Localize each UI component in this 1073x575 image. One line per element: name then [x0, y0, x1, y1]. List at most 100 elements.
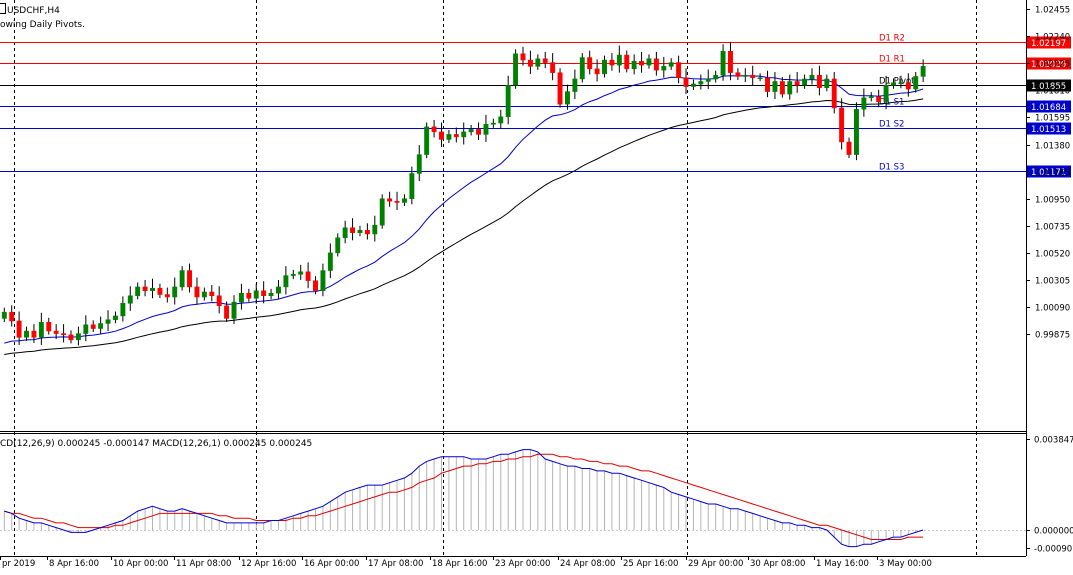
candle-body-6 [46, 321, 52, 332]
candle-body-116 [861, 97, 867, 110]
candles-layer [1, 41, 926, 346]
chart-title: USDCHF,H4 [0, 3, 60, 16]
candle-body-38 [283, 275, 289, 288]
candle-body-42 [313, 280, 318, 291]
time-tick-label-10: 25 Apr 16:00 [623, 559, 678, 569]
price-tick-label-2: 1.02025 [1035, 60, 1070, 70]
candle-body-98 [728, 50, 733, 73]
candle-body-67 [498, 116, 504, 124]
macd-main-line [4, 449, 924, 548]
price-tag-text-2: 1.02026 [1031, 60, 1066, 70]
candle-body-53 [394, 200, 400, 203]
ma-slow-line [4, 98, 924, 355]
time-tick-label-11: 29 Apr 00:00 [688, 559, 743, 569]
candle-body-47 [350, 227, 356, 233]
candle-body-37 [276, 286, 281, 294]
macd-tick-label-1: 0.000000 [1034, 527, 1073, 537]
candle-body-121 [898, 82, 904, 84]
price-tag-text-3: 1.01855 [1031, 82, 1066, 92]
time-tick-label-1: 8 Apr 16:00 [49, 559, 99, 569]
candle-body-63 [468, 129, 474, 133]
candle-body-92 [683, 77, 689, 87]
candle-body-74 [550, 62, 556, 73]
price-tag-bg-5 [1027, 122, 1071, 135]
time-tick-label-4: 12 Apr 16:00 [241, 559, 296, 569]
price-tick-label-12: 0.99875 [1035, 331, 1070, 341]
time-tick-label-6: 17 Apr 08:00 [368, 559, 423, 569]
price-tag-text-5: 1.01513 [1031, 125, 1066, 135]
candle-body-41 [305, 271, 311, 281]
candle-body-77 [572, 78, 578, 92]
candle-body-104 [772, 81, 778, 92]
candle-body-109 [809, 74, 815, 80]
time-tick-label-14: 3 May 00:00 [879, 559, 932, 569]
candle-body-27 [201, 291, 207, 298]
candle-body-56 [416, 154, 422, 174]
candle-body-25 [187, 270, 193, 288]
pivot-label-3: D1 Pivot [879, 77, 915, 87]
candle-body-14 [105, 319, 111, 324]
candle-body-36 [268, 292, 274, 297]
pivot-label-5: D1 S2 [879, 120, 904, 130]
candle-body-8 [61, 333, 67, 336]
candle-body-10 [75, 333, 81, 341]
candle-body-11 [83, 324, 89, 334]
time-tick-label-12: 30 Apr 08:00 [750, 559, 805, 569]
price-tag-bg-1 [1027, 36, 1071, 49]
ma-fast-line [4, 75, 924, 344]
candle-body-107 [794, 81, 800, 86]
candle-body-2 [16, 320, 22, 338]
time-tick-label-0: pr 2019 [2, 559, 35, 569]
candle-body-13 [98, 323, 104, 329]
candle-body-100 [742, 74, 748, 77]
candle-body-108 [802, 78, 808, 86]
candle-body-32 [238, 292, 244, 303]
candle-body-97 [720, 50, 726, 76]
price-tick-label-4: 1.01595 [1035, 114, 1070, 124]
candle-body-73 [542, 58, 548, 63]
candle-body-18 [135, 286, 141, 297]
candle-body-68 [505, 85, 511, 118]
candle-body-66 [490, 122, 496, 125]
candle-body-62 [461, 131, 467, 138]
candle-body-112 [831, 78, 837, 109]
candle-body-106 [787, 81, 793, 95]
time-tick-label-13: 1 May 16:00 [816, 559, 869, 569]
price-tick-label-5: 1.01380 [1035, 142, 1070, 152]
candle-body-58 [431, 126, 437, 133]
candle-body-105 [779, 81, 785, 95]
candle-body-80 [594, 68, 600, 75]
candle-body-15 [113, 315, 118, 320]
candle-body-22 [164, 294, 170, 298]
time-tick-label-3: 11 Apr 08:00 [176, 559, 231, 569]
candle-body-95 [705, 78, 711, 82]
candle-body-87 [646, 58, 652, 66]
candle-body-50 [372, 224, 378, 235]
macd-tick-label-0: 0.003847 [1034, 436, 1073, 446]
candle-body-113 [839, 107, 845, 143]
candle-body-101 [750, 74, 756, 78]
chart-title-text: USDCHF,H4 [7, 6, 60, 16]
candle-body-93 [690, 83, 696, 87]
candle-body-115 [854, 108, 859, 155]
candle-body-31 [231, 301, 237, 319]
price-tick-label-10: 1.00305 [1035, 277, 1070, 287]
candle-body-16 [120, 303, 126, 317]
candle-body-118 [876, 96, 882, 102]
candle-body-33 [246, 292, 252, 299]
pivot-label-2: D1 R1 [879, 55, 905, 65]
candle-body-88 [653, 58, 659, 71]
candle-body-5 [38, 321, 44, 338]
price-tick-label-0: 1.02455 [1035, 6, 1070, 16]
time-tick-label-7: 18 Apr 16:00 [432, 559, 487, 569]
candle-body-65 [483, 124, 489, 135]
candle-body-43 [320, 270, 326, 291]
candle-body-46 [342, 227, 348, 239]
macd-signal-line [4, 453, 924, 540]
candle-body-111 [824, 78, 830, 89]
pivot-label-1: D1 R2 [879, 34, 905, 44]
candle-body-7 [53, 330, 59, 334]
candle-body-28 [209, 291, 215, 297]
candle-body-1 [9, 311, 15, 322]
